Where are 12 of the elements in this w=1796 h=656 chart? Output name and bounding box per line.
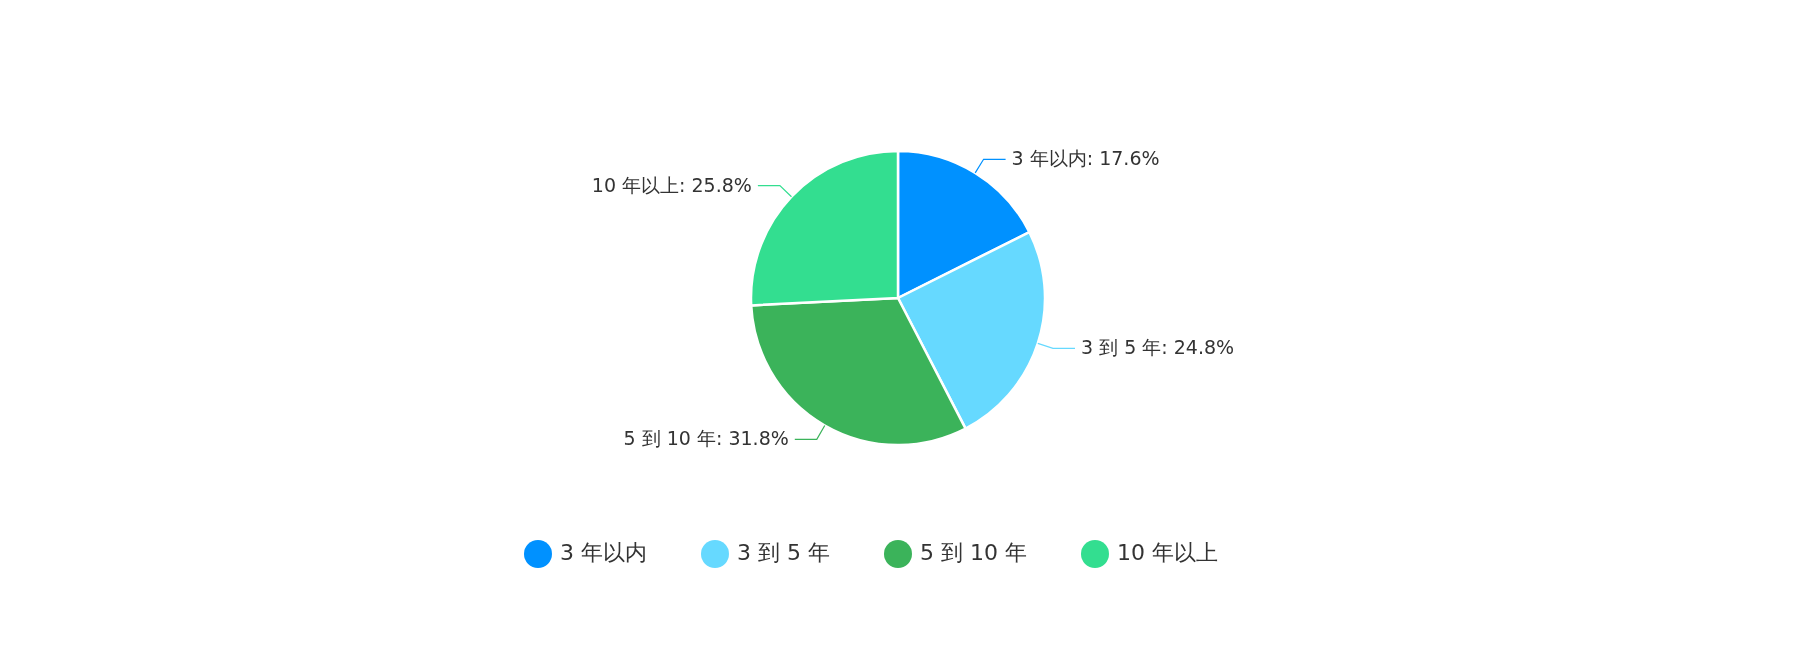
data-label: : 25.8% [679,173,752,196]
data-label: : 31.8% [715,427,789,450]
legend-label: 10 年以上 [1116,540,1218,565]
slice-label: 5 到 10 年 [623,427,716,450]
legend-label: 3 年以内 [560,540,648,565]
legend-label: 5 到 10 年 [920,540,1027,565]
data-label: : 17.6% [1086,147,1160,170]
data-label: : 24.8% [1161,336,1235,359]
slice-label: 10 年以上 [591,173,680,196]
slice-label: 3 年以内 [1011,147,1087,170]
legend-label: 3 到 5 年 [737,540,830,565]
slice-label: 3 到 5 年 [1081,336,1162,359]
